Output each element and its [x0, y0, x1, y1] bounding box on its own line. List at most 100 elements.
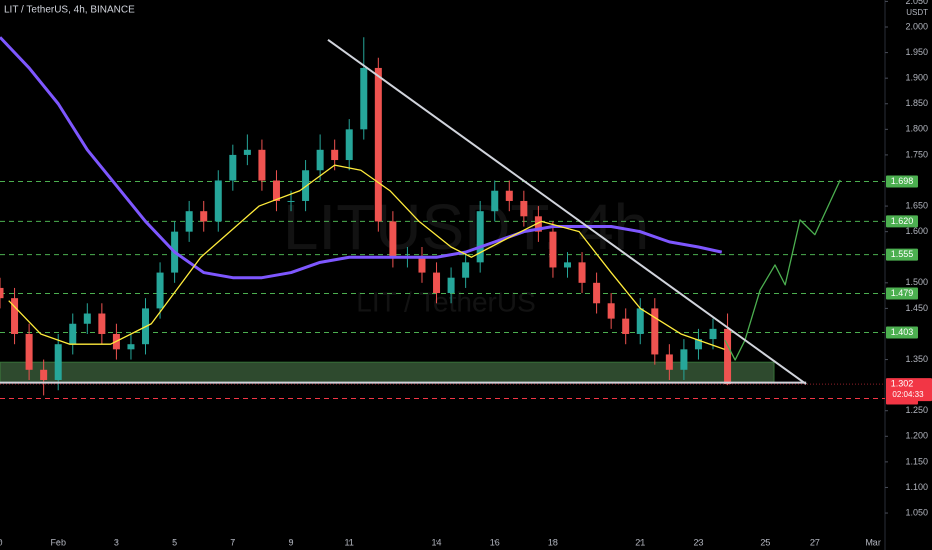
level-tag: [886, 287, 918, 300]
candle-body: [302, 170, 310, 201]
level-label: 1.403: [891, 327, 914, 337]
level-tag: [886, 175, 918, 188]
level-label: 1.620: [891, 216, 914, 226]
candle-body: [607, 303, 615, 319]
y-tick-label: 1.050: [905, 507, 928, 517]
candle-body: [331, 149, 339, 161]
candle-body: [200, 211, 208, 222]
y-tick-label: 1.600: [905, 226, 928, 236]
candle-body: [505, 190, 513, 201]
level-tag: [886, 248, 918, 261]
candle-body: [83, 313, 91, 324]
candle-body: [636, 308, 644, 334]
chart-title: LIT / TetherUS, 4h, BINANCE: [4, 5, 135, 16]
candle-body: [665, 354, 673, 370]
candle-body: [622, 318, 630, 334]
y-tick-label: 1.350: [905, 354, 928, 364]
y-tick-label: 1.450: [905, 303, 928, 313]
candle-body: [651, 308, 659, 355]
candle-body: [389, 221, 397, 258]
watermark-sub: LIT / TetherUS: [356, 286, 536, 317]
y-tick-label: 1.900: [905, 73, 928, 83]
candle-body: [534, 216, 542, 232]
candle-body: [25, 333, 33, 370]
candle-body: [0, 287, 4, 299]
x-tick-label: 14: [432, 537, 442, 547]
x-tick-label: 9: [289, 537, 294, 547]
candle-body: [476, 211, 484, 263]
y-tick-label: 1.100: [905, 482, 928, 492]
candle-body: [98, 313, 106, 334]
y-tick-label: 1.650: [905, 200, 928, 210]
candle-body: [185, 211, 193, 232]
x-tick-label: 27: [810, 537, 820, 547]
candle-body: [593, 282, 601, 304]
x-tick-label: 3: [114, 537, 119, 547]
candle-body: [243, 149, 251, 155]
x-tick-label: 18: [548, 537, 558, 547]
x-tick-label: 7: [230, 537, 235, 547]
x-tick-label: 0: [0, 537, 3, 547]
level-label: 1.555: [891, 249, 914, 259]
level-tag: [886, 326, 918, 339]
y-tick-label: 2.050: [905, 0, 928, 6]
candle-body: [447, 277, 455, 294]
candle-body: [709, 328, 717, 340]
candle-body: [680, 349, 688, 370]
candle-body: [724, 328, 732, 385]
candle-body: [563, 262, 571, 268]
countdown: 02:04:33: [892, 390, 924, 399]
line-1: [8, 164, 725, 350]
x-tick-label: Mar: [865, 537, 881, 547]
candle-body: [433, 272, 441, 294]
y-tick-label: 1.850: [905, 98, 928, 108]
support-zone: [0, 361, 775, 384]
candle-body: [69, 323, 77, 345]
candle-body: [360, 67, 368, 130]
candle-body: [316, 149, 324, 171]
candle-body: [374, 67, 382, 222]
candle-body: [520, 200, 528, 217]
candle-body: [287, 200, 295, 202]
x-tick-label: Feb: [50, 537, 66, 547]
x-tick-label: 25: [760, 537, 770, 547]
candle-body: [578, 262, 586, 283]
x-tick-label: 11: [345, 537, 354, 547]
candle-body: [11, 298, 19, 334]
x-tick-label: 16: [490, 537, 500, 547]
last-price-tag: [886, 378, 932, 402]
line-2: [724, 179, 841, 361]
y-tick-label: 1.800: [905, 124, 928, 134]
candle-body: [418, 257, 426, 273]
candle-body: [127, 344, 135, 350]
candle-body: [462, 262, 470, 278]
candle-body: [214, 180, 222, 222]
candle-body: [491, 190, 499, 212]
y-tick-label: 1.500: [905, 277, 928, 287]
candle-body: [258, 149, 266, 181]
x-tick-label: 5: [172, 537, 177, 547]
x-tick-label: 21: [635, 537, 645, 547]
candle-body: [54, 344, 62, 381]
x-tick-label: 23: [693, 537, 703, 547]
y-tick-label: 1.750: [905, 149, 928, 159]
candle-body: [694, 339, 702, 350]
candle-body: [272, 180, 280, 201]
candle-body: [549, 231, 557, 268]
candle-body: [156, 272, 164, 309]
y-unit: USDT: [906, 8, 928, 17]
y-tick-label: 1.200: [905, 431, 928, 441]
last-price-label: 1.302: [891, 378, 914, 388]
candle-body: [345, 129, 353, 161]
y-tick-label: 1.950: [905, 47, 928, 57]
line-3: [327, 38, 807, 385]
y-tick-label: 2.000: [905, 21, 928, 31]
y-tick-label: 1.250: [905, 405, 928, 415]
line-0: [0, 36, 723, 280]
candle-body: [40, 369, 48, 381]
level-label: 1.698: [891, 176, 914, 186]
level-tag: [886, 215, 918, 228]
level-label: 1.479: [891, 288, 914, 298]
y-tick-label: 1.150: [905, 456, 928, 466]
